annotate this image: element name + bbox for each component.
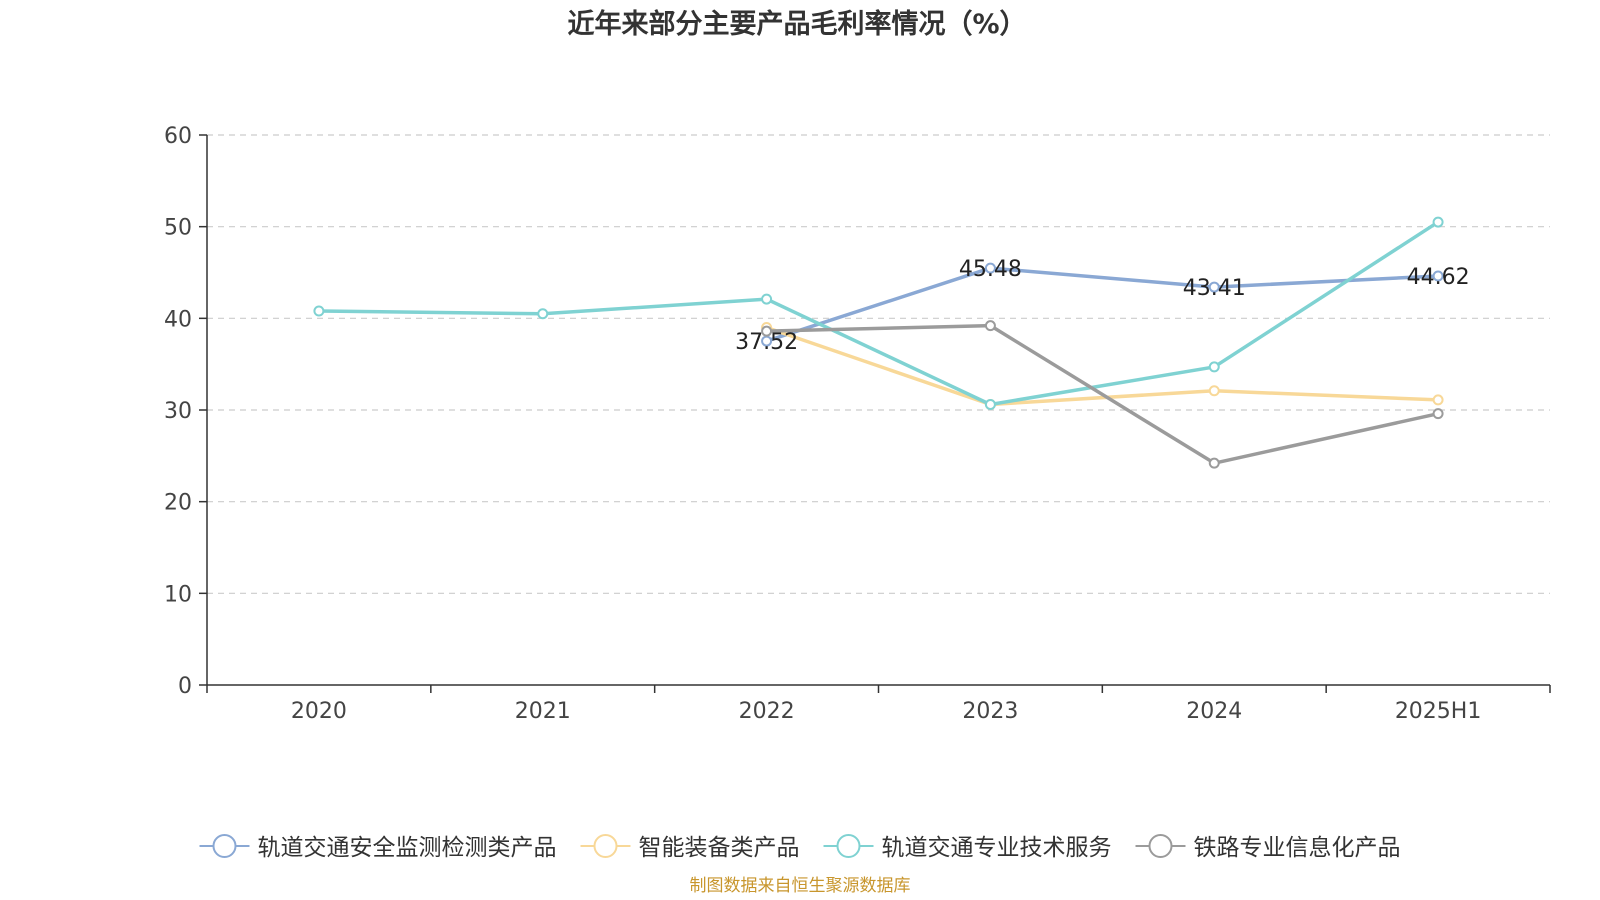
series-line <box>764 323 1440 465</box>
series-3 <box>313 216 1444 410</box>
data-label: 37.52 <box>735 330 798 355</box>
y-tick-label: 50 <box>164 216 192 241</box>
data-point <box>1208 385 1220 397</box>
y-tick-label: 20 <box>164 491 192 516</box>
data-label: 43.41 <box>1183 276 1246 301</box>
x-tick-label: 2025H1 <box>1395 699 1482 724</box>
series-line <box>317 220 1440 407</box>
legend-label: 轨道交通专业技术服务 <box>882 835 1112 861</box>
data-point <box>984 399 996 410</box>
series-lines <box>313 216 1444 469</box>
data-point <box>984 320 996 332</box>
data-point <box>1432 394 1444 406</box>
x-tick-label: 2020 <box>291 699 347 724</box>
legend-circle-icon <box>212 834 237 858</box>
x-tick-label: 2023 <box>962 699 1018 724</box>
data-point <box>313 305 325 317</box>
y-tick-label: 10 <box>164 582 192 607</box>
legend-circle-icon <box>836 834 861 858</box>
data-point <box>1432 216 1444 228</box>
legend-label: 智能装备类产品 <box>639 835 800 861</box>
data-point <box>984 262 996 274</box>
series-4 <box>761 320 1444 469</box>
legend-label: 轨道交通安全监测检测类产品 <box>258 835 557 861</box>
series-line <box>764 325 1440 407</box>
data-label: 44.62 <box>1407 265 1470 290</box>
legend-item[interactable]: 铁路专业信息化产品 <box>1135 834 1401 861</box>
legend-item[interactable]: 轨道交通专业技术服务 <box>823 834 1112 861</box>
y-tick-label: 30 <box>164 399 192 424</box>
axes: 0 10 20 30 40 50 60 2020 2021 2022 2023 2024 2025H1 <box>164 124 1551 724</box>
series-1 <box>761 262 1444 347</box>
legend-item[interactable]: 智能装备类产品 <box>580 834 800 861</box>
chart-title: 近年来部分主要产品毛利率情况（%） <box>567 8 1026 40</box>
y-tick-label: 0 <box>178 674 192 699</box>
data-point <box>1208 281 1220 293</box>
x-tick-label: 2021 <box>515 699 571 724</box>
data-labels: 37.52 45.48 43.41 44.62 <box>735 257 1469 355</box>
legend-label: 铁路专业信息化产品 <box>1194 835 1401 861</box>
legend-circle-icon <box>593 834 618 858</box>
y-tick-label: 60 <box>164 124 192 149</box>
data-label: 45.48 <box>959 257 1022 282</box>
x-tick-label: 2022 <box>739 699 795 724</box>
data-point <box>761 293 773 305</box>
data-point <box>537 308 549 320</box>
data-point <box>1432 408 1444 420</box>
data-point <box>1432 270 1444 282</box>
grid-lines <box>207 134 1550 594</box>
data-point <box>1208 457 1220 469</box>
legend-item[interactable]: 轨道交通安全监测检测类产品 <box>199 834 557 861</box>
legend-circle-icon <box>1148 834 1173 858</box>
y-tick-label: 40 <box>164 307 192 332</box>
source-note: 制图数据来自恒生聚源数据库 <box>690 876 911 896</box>
legend: 轨道交通安全监测检测类产品 智能装备类产品 轨道交通专业技术服务 铁路专业信息化产品 <box>199 834 1401 861</box>
x-tick-label: 2024 <box>1186 699 1242 724</box>
series-line <box>764 266 1440 343</box>
data-point <box>1208 361 1220 373</box>
data-point <box>761 325 773 337</box>
